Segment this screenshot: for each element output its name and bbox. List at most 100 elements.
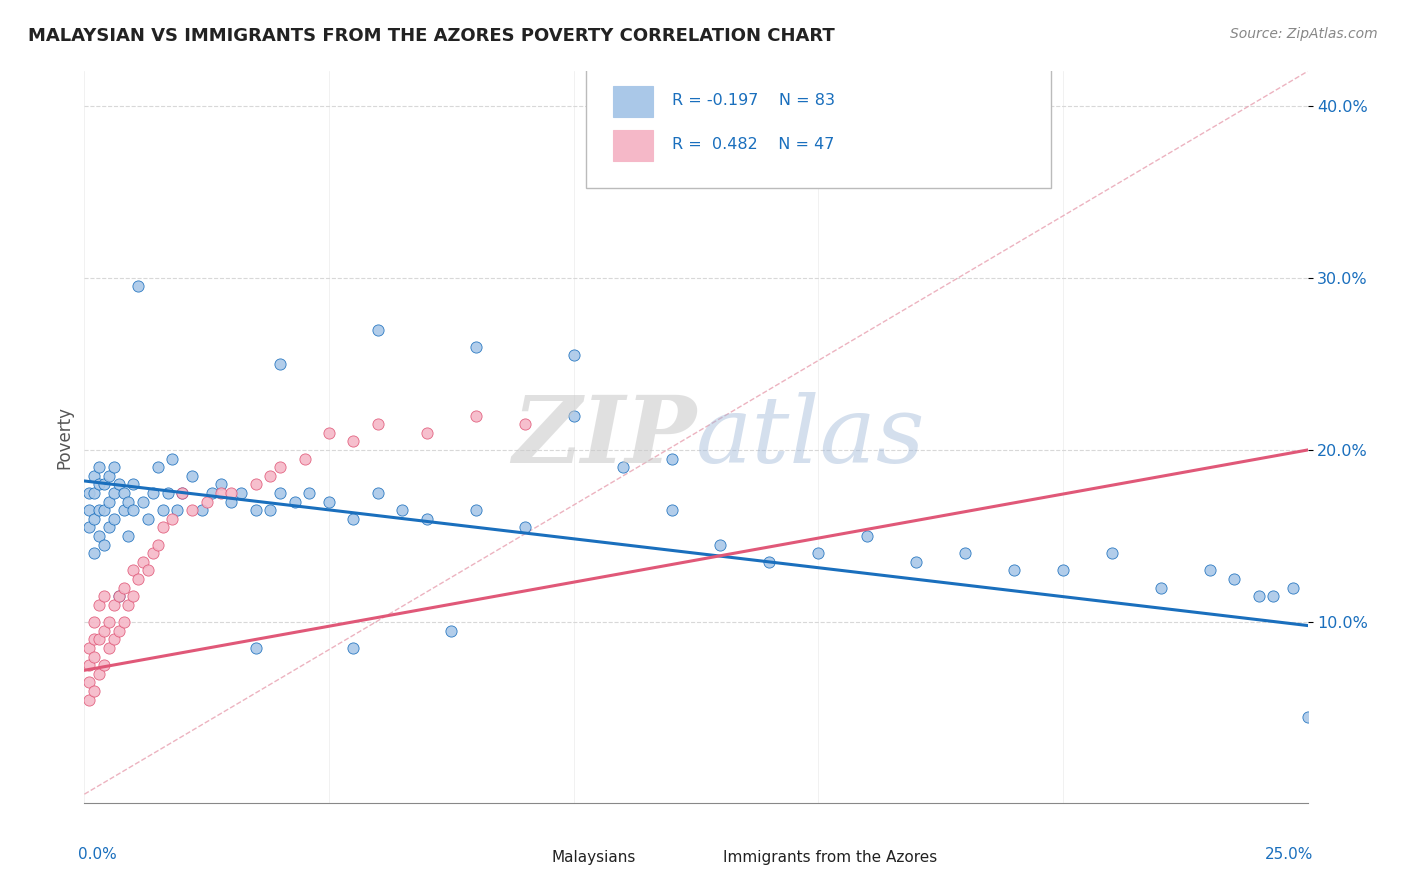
Point — [87, 503, 110, 517]
Point — [83, 684, 105, 698]
Point — [905, 555, 928, 569]
Point — [87, 666, 110, 681]
Point — [1198, 564, 1220, 578]
Point — [146, 460, 169, 475]
Point — [103, 512, 125, 526]
Point — [93, 538, 115, 552]
Y-axis label: Poverty: Poverty — [55, 406, 73, 468]
Point — [259, 503, 281, 517]
Text: 0.0%: 0.0% — [79, 847, 117, 862]
Text: 25.0%: 25.0% — [1265, 847, 1313, 862]
Point — [142, 486, 165, 500]
Point — [93, 503, 115, 517]
Point — [245, 640, 267, 655]
Point — [1247, 589, 1270, 603]
Point — [97, 468, 120, 483]
Point — [367, 322, 389, 336]
Point — [93, 624, 115, 638]
Point — [1002, 564, 1025, 578]
Point — [269, 357, 291, 371]
Point — [181, 503, 204, 517]
Point — [117, 598, 139, 612]
Point — [146, 538, 169, 552]
Point — [1296, 710, 1319, 724]
Point — [1052, 564, 1074, 578]
Text: MALAYSIAN VS IMMIGRANTS FROM THE AZORES POVERTY CORRELATION CHART: MALAYSIAN VS IMMIGRANTS FROM THE AZORES … — [28, 27, 835, 45]
Point — [83, 512, 105, 526]
Point — [513, 520, 536, 534]
Point — [416, 512, 439, 526]
Bar — [613, 130, 654, 161]
Point — [661, 451, 683, 466]
Point — [464, 340, 486, 354]
Point — [269, 460, 291, 475]
Point — [172, 486, 194, 500]
Point — [1263, 589, 1285, 603]
Point — [318, 494, 340, 508]
Text: Source: ZipAtlas.com: Source: ZipAtlas.com — [1230, 27, 1378, 41]
Bar — [690, 847, 717, 869]
Point — [122, 589, 145, 603]
Point — [562, 409, 585, 423]
Point — [122, 503, 145, 517]
Point — [77, 503, 100, 517]
Point — [117, 494, 139, 508]
Point — [162, 451, 184, 466]
Point — [93, 477, 115, 491]
Point — [97, 640, 120, 655]
Point — [112, 486, 135, 500]
Point — [87, 529, 110, 543]
Point — [152, 520, 174, 534]
Point — [284, 494, 307, 508]
Point — [77, 640, 100, 655]
Point — [117, 529, 139, 543]
Point — [83, 486, 105, 500]
Point — [132, 555, 155, 569]
Point — [245, 503, 267, 517]
Point — [172, 486, 194, 500]
Point — [103, 632, 125, 647]
Point — [245, 477, 267, 491]
Point — [77, 692, 100, 706]
Point — [87, 477, 110, 491]
Point — [612, 460, 634, 475]
Point — [93, 658, 115, 673]
Point — [107, 477, 129, 491]
Point — [127, 572, 149, 586]
Point — [294, 451, 316, 466]
Point — [107, 589, 129, 603]
Point — [209, 486, 232, 500]
Bar — [613, 86, 654, 117]
Bar — [519, 847, 546, 869]
Point — [229, 486, 252, 500]
Point — [342, 434, 364, 449]
Point — [136, 512, 159, 526]
Point — [440, 624, 463, 638]
Point — [97, 615, 120, 629]
Point — [562, 348, 585, 362]
Point — [1150, 581, 1173, 595]
Point — [219, 494, 242, 508]
Point — [209, 477, 232, 491]
Point — [122, 477, 145, 491]
Point — [87, 598, 110, 612]
Point — [142, 546, 165, 560]
Point — [298, 486, 321, 500]
Point — [83, 649, 105, 664]
Point — [112, 615, 135, 629]
Point — [1101, 546, 1123, 560]
Point — [127, 279, 149, 293]
Text: R =  0.482    N = 47: R = 0.482 N = 47 — [672, 137, 834, 152]
Point — [1223, 572, 1246, 586]
Point — [107, 589, 129, 603]
Text: atlas: atlas — [696, 392, 925, 482]
Point — [156, 486, 179, 500]
Point — [709, 538, 731, 552]
Point — [807, 546, 830, 560]
Point — [191, 503, 214, 517]
Point — [269, 486, 291, 500]
Point — [181, 468, 204, 483]
Point — [77, 486, 100, 500]
Point — [112, 503, 135, 517]
Point — [97, 494, 120, 508]
